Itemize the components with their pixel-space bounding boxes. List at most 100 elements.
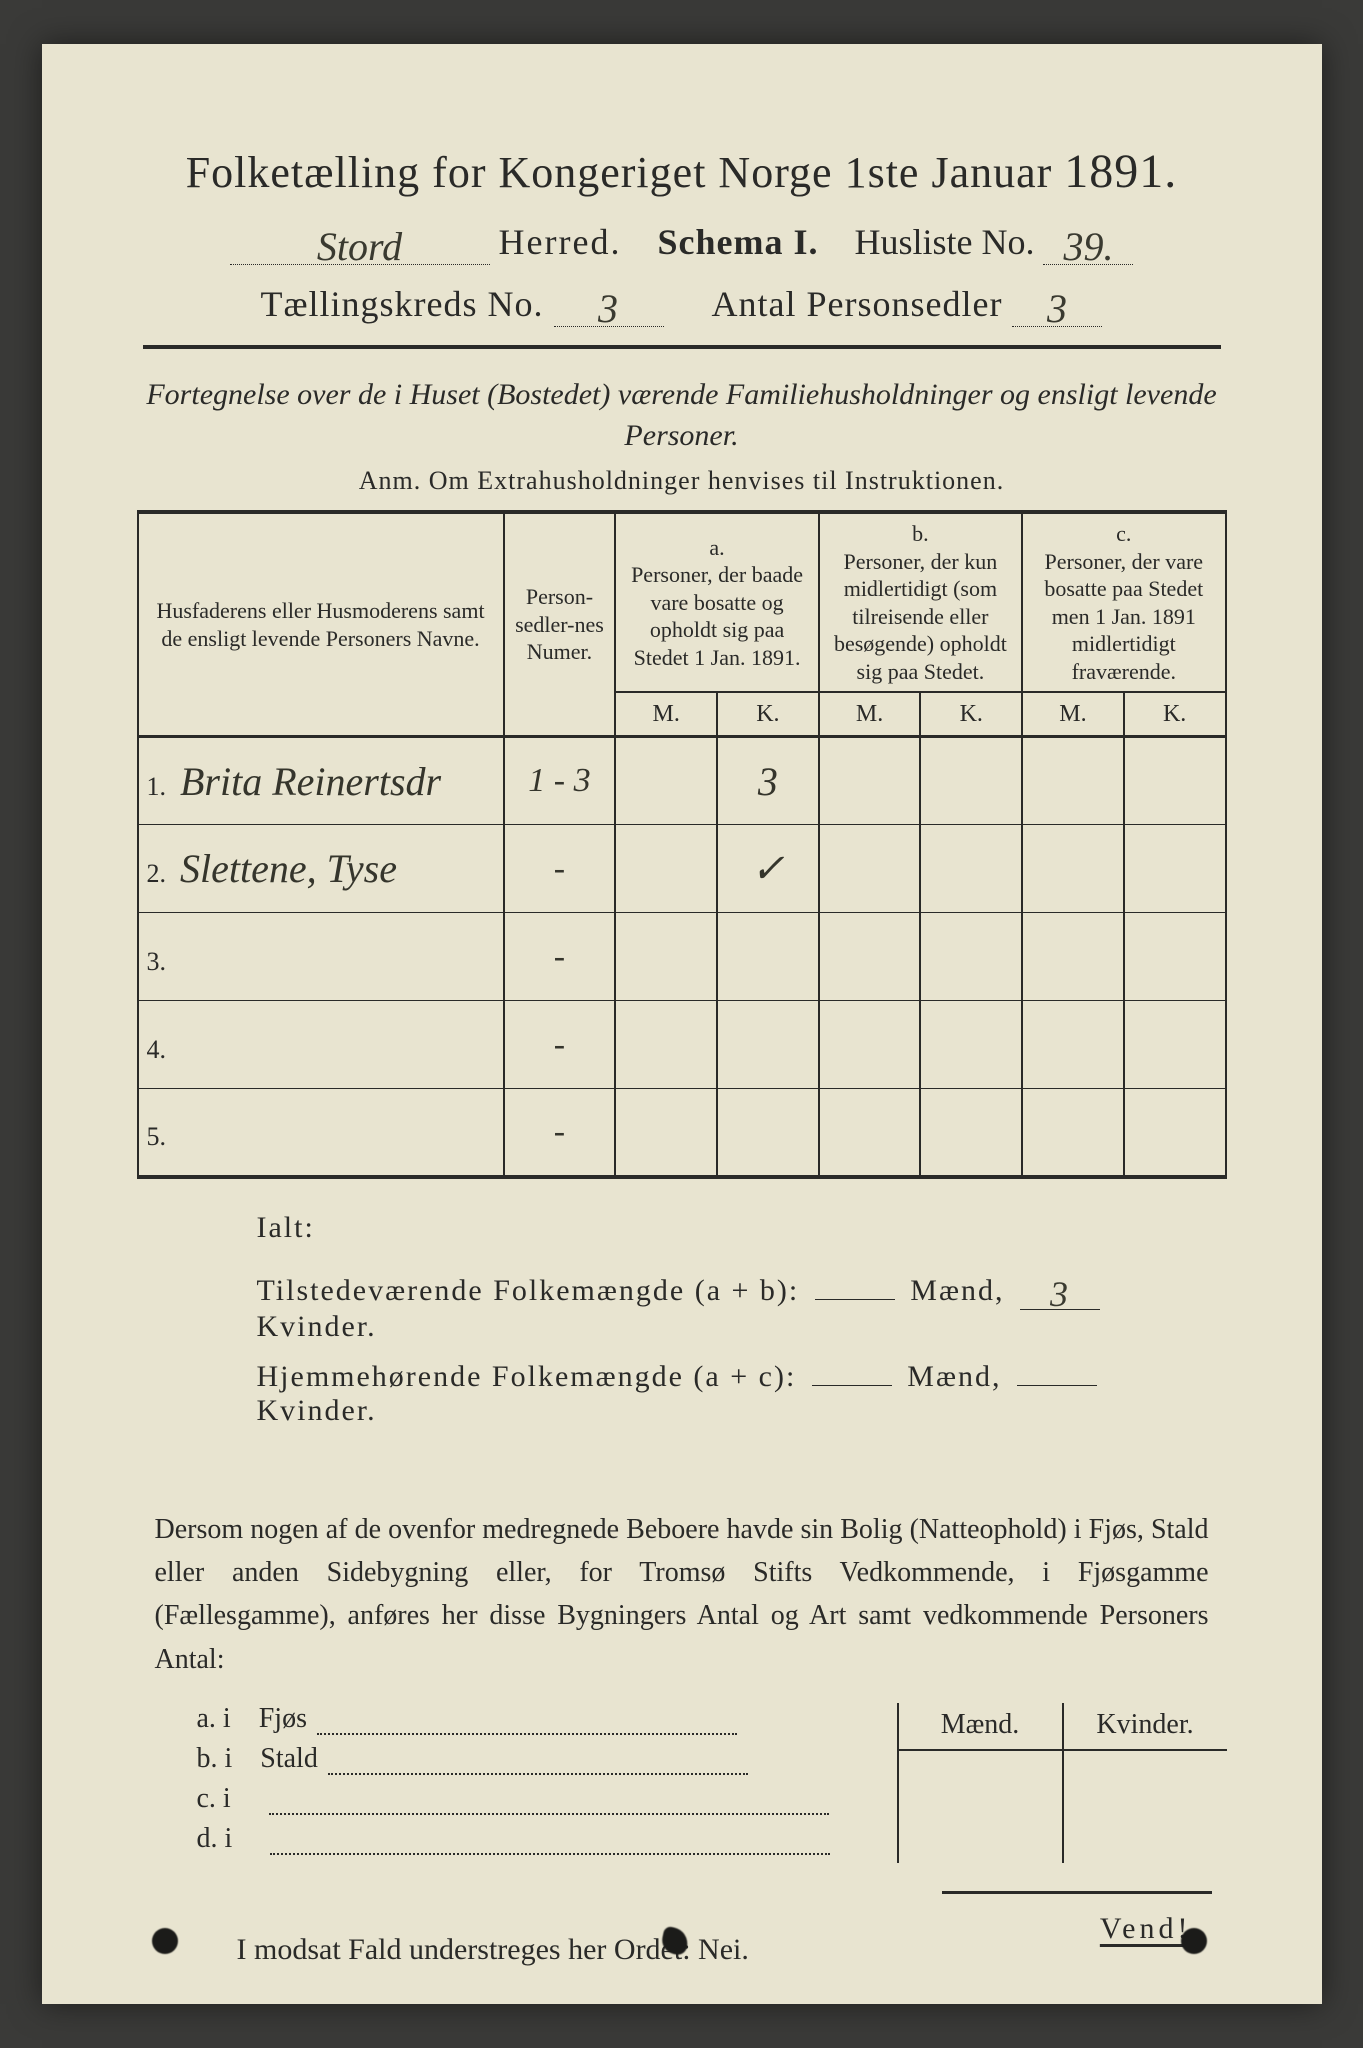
cell-name: 1.Brita Reinertsdr [138,737,504,825]
dersom-paragraph: Dersom nogen af de ovenfor medregnede Be… [137,1508,1227,1682]
antal-value: 3 [1047,286,1068,331]
bygninger-table: Mænd. Kvinder. [897,1703,1227,1863]
byg-col-kvinder: Kvinder. [1064,1703,1227,1863]
ialt-maend: Mænd, [910,1274,1004,1307]
ialt-r2-m [812,1385,892,1386]
rule [143,345,1221,349]
cell-a-k [717,1089,819,1177]
ialt-row-2: Hjemmehørende Folkemængde (a + c): Mænd,… [257,1360,1187,1428]
kreds-label: Tællingskreds No. [261,284,544,324]
bygning-row: d. i [197,1823,897,1855]
kreds-value: 3 [598,286,619,331]
cell-name: 4. [138,1001,504,1089]
totals-block: Ialt: Tilstedeværende Folkemængde (a + b… [137,1211,1227,1428]
bygning-row: c. i [197,1783,897,1815]
fortegnelse-text: Fortegnelse over de i Huset (Bostedet) v… [137,375,1227,456]
th-c: c. Personer, der vare bosatte paa Stedet… [1022,512,1225,692]
cell-a-k [717,913,819,1001]
table-row: 5.- [138,1089,1226,1177]
household-table: Husfaderens eller Husmoderens samt de en… [137,510,1227,1179]
cell-b-k [920,737,1022,825]
ialt-label: Ialt: [257,1211,1187,1245]
byg-head-m: Mænd. [899,1709,1062,1751]
th-c-label: c. [1031,520,1216,548]
husliste-value: 39. [1063,224,1113,269]
herred-label: Herred. [499,222,622,262]
husliste-label: Husliste No. [854,222,1034,262]
cell-num: - [504,1001,616,1089]
cell-b-m [819,913,921,1001]
cell-b-m [819,1001,921,1089]
cell-c-k [1124,737,1226,825]
cell-c-m [1022,737,1124,825]
table-row: 4.- [138,1001,1226,1089]
bygninger-block: a. i Fjøsb. i Staldc. i d. i Mænd. Kvind… [137,1703,1227,1863]
th-b-k: K. [920,692,1022,737]
th-b: b. Personer, der kun midlertidigt (som t… [819,512,1022,692]
cell-name: 5. [138,1089,504,1177]
cell-a-k [717,1001,819,1089]
ialt-kvinder2: Kvinder. [257,1394,377,1427]
punch-hole-icon [152,1928,178,1954]
cell-num: 1 - 3 [504,737,616,825]
anm-text: Anm. Om Extrahusholdninger henvises til … [137,466,1227,496]
th-b-label: b. [828,520,1013,548]
th-a-text: Personer, der baade vare bosatte og opho… [624,561,809,671]
page-title: Folketælling for Kongeriget Norge 1ste J… [137,144,1227,199]
cell-a-k: ✓ [717,825,819,913]
bygninger-list: a. i Fjøsb. i Staldc. i d. i [137,1703,897,1863]
cell-c-k [1124,825,1226,913]
ialt-r2-k [1017,1385,1097,1386]
cell-num: - [504,1089,616,1177]
cell-name: 3. [138,913,504,1001]
ialt-row-1: Tilstedeværende Folkemængde (a + b): Mæn… [257,1267,1187,1344]
th-a-label: a. [624,534,809,562]
cell-name: 2.Slettene, Tyse [138,825,504,913]
cell-c-m [1022,913,1124,1001]
cell-a-m [615,1001,717,1089]
th-b-m: M. [819,692,921,737]
th-c-text: Personer, der vare bosatte paa Stedet me… [1031,548,1216,686]
cell-num: - [504,913,616,1001]
th-c-m: M. [1022,692,1124,737]
th-a-m: M. [615,692,717,737]
census-form-page: Folketælling for Kongeriget Norge 1ste J… [42,44,1322,2004]
cell-c-m [1022,1089,1124,1177]
footer-rule [942,1891,1212,1894]
th-a: a. Personer, der baade vare bosatte og o… [615,512,818,692]
ialt-r1-label: Tilstedeværende Folkemængde (a + b): [257,1274,800,1307]
table-row: 2.Slettene, Tyse- ✓ [138,825,1226,913]
header-line-3: Tællingskreds No. 3 Antal Personsedler 3 [137,279,1227,345]
title-text: Folketælling for Kongeriget Norge 1ste J… [186,148,1053,197]
th-name: Husfaderens eller Husmoderens samt de en… [138,512,504,737]
cell-b-m [819,737,921,825]
cell-c-m [1022,825,1124,913]
cell-a-m [615,913,717,1001]
bygning-row: a. i Fjøs [197,1703,897,1735]
herred-value: Stord [317,224,402,269]
th-b-text: Personer, der kun midlertidigt (som tilr… [828,548,1013,686]
ialt-kvinder: Kvinder. [257,1310,377,1343]
cell-b-k [920,913,1022,1001]
ialt-r2-label: Hjemmehørende Folkemængde (a + c): [257,1360,797,1393]
th-a-k: K. [717,692,819,737]
cell-b-k [920,1001,1022,1089]
title-year: 1891. [1064,145,1177,198]
cell-a-m [615,1089,717,1177]
cell-c-m [1022,1001,1124,1089]
th-c-k: K. [1124,692,1226,737]
header-line-2: Stord Herred. Schema I. Husliste No. 39. [137,217,1227,265]
cell-num: - [504,825,616,913]
ialt-maend2: Mænd, [907,1360,1001,1393]
schema-label: Schema I. [657,222,818,262]
table-row: 3.- [138,913,1226,1001]
cell-a-m [615,825,717,913]
ialt-r1-k: 3 [1050,1274,1070,1314]
cell-b-m [819,825,921,913]
cell-b-k [920,1089,1022,1177]
byg-col-maend: Mænd. [899,1703,1064,1863]
cell-b-m [819,1089,921,1177]
cell-c-k [1124,913,1226,1001]
cell-a-k: 3 [717,737,819,825]
byg-head-k: Kvinder. [1064,1709,1227,1751]
